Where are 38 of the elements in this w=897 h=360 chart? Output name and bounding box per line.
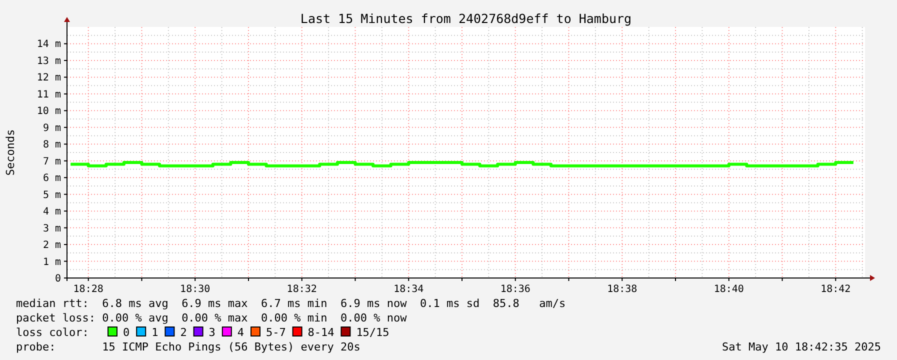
y-tick-label: 2 m [42,240,61,252]
text: Sat May 10 18:42:35 2025 [722,340,881,354]
x-tick-label: 18:28 [73,284,104,295]
x-tick-label: 18:40 [714,284,744,295]
text: 4 [237,326,244,339]
text: 3 [208,326,216,339]
y-tick-label: 4 m [42,206,61,218]
y-tick-label: 10 m [36,106,61,118]
y-tick-label: 7 m [42,156,61,168]
y-tick-label: 8 m [42,140,61,151]
text: 15/15 [356,326,390,339]
y-tick-label: 6 m [42,173,61,184]
text: 5-7 [266,326,286,339]
y-tick-label: 0 [54,274,61,284]
text: 8-14 [308,326,335,339]
y-axis-title: Seconds [4,129,17,176]
text: probe: 15 ICMP Echo Pings (56 Bytes) every 20s [16,340,360,354]
x-tick-label: 18:42 [820,284,851,295]
y-tick-label: 13 m [36,56,61,67]
text: packet loss: 0.00 % avg 0.00 % max 0.00 % min 0.00 % now [16,312,408,324]
x-tick-label: 18:34 [394,284,424,295]
y-tick-label: 14 m [36,39,61,50]
text: 0 [123,326,130,339]
y-tick-label: 9 m [42,122,61,134]
x-tick-label: 18:30 [180,284,210,295]
text: 1 [152,326,158,339]
text: median rtt: 6.8 ms avg 6.9 ms max 6.7 ms min 6.9 ms now 0.1 ms sd 85.8 am/s [16,297,566,310]
y-tick-label: 12 m [36,72,61,84]
chart-title: Last 15 Minutes from 2402768d9eff to Hamburg [300,11,632,26]
text: 2 [180,326,187,339]
x-tick-label: 18:38 [607,284,638,295]
text: loss color: [16,326,89,339]
y-tick-label: 11 m [36,89,61,100]
y-tick-label: 1 m [42,256,61,268]
x-tick-label: 18:36 [500,284,530,295]
y-tick-label: 5 m [42,190,61,201]
y-tick-label: 3 m [42,223,61,234]
x-tick-label: 18:32 [286,284,317,295]
